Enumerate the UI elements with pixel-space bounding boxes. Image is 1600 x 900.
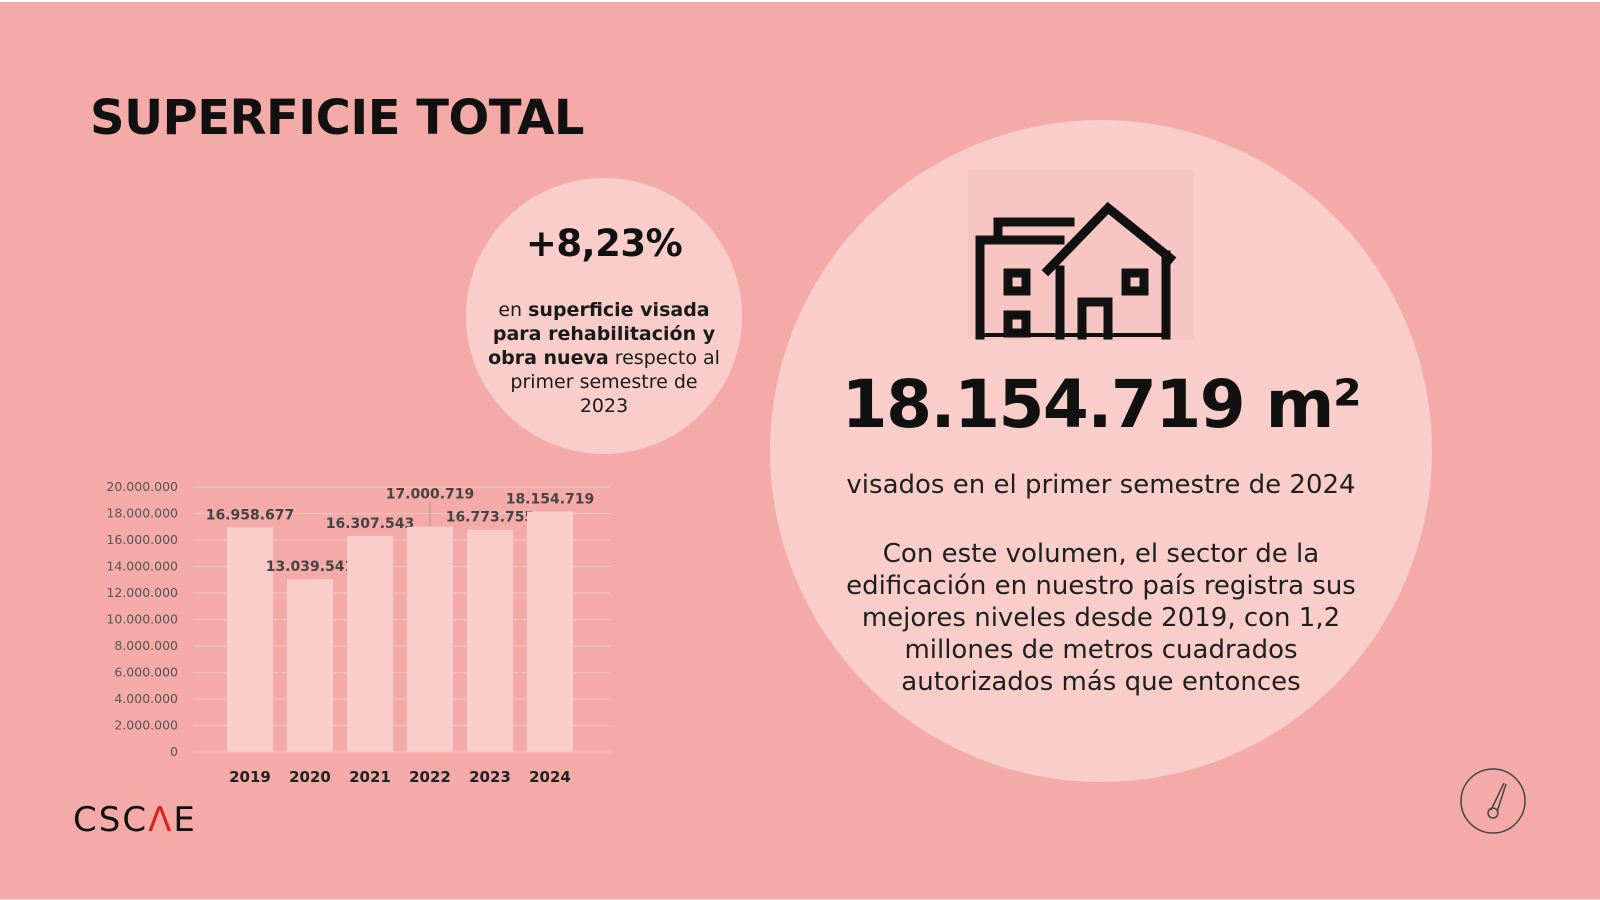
bar (227, 527, 273, 752)
bar (347, 535, 393, 752)
x-tick-label: 2020 (289, 768, 331, 786)
percent-change-description: en superficie visada para rehabilitación… (486, 298, 722, 418)
description-rest: respecto al primer semestre de 2023 (510, 347, 720, 417)
bar (527, 511, 573, 752)
bar (407, 526, 453, 752)
y-tick-label: 4.000.000 (114, 691, 178, 706)
x-tick-label: 2019 (229, 768, 271, 786)
page-title: SUPERFICIE TOTAL (90, 90, 585, 146)
y-tick-label: 0 (170, 744, 178, 759)
total-area-subtitle: visados en el primer semestre de 2024 (846, 470, 1356, 500)
total-area-circle: 18.154.719 m² visados en el primer semes… (770, 120, 1432, 782)
y-tick-label: 16.000.000 (106, 532, 178, 547)
x-tick-label: 2021 (349, 768, 391, 786)
x-tick-label: 2024 (529, 768, 571, 786)
data-label: 16.773.755 (446, 510, 535, 526)
y-tick-label: 14.000.000 (106, 559, 178, 574)
data-label: 17.000.719 (386, 487, 475, 503)
data-label: 13.039.541 (266, 559, 355, 575)
y-tick-label: 12.000.000 (106, 585, 178, 600)
description-bold: superficie visada para rehabilitación y … (488, 299, 716, 369)
y-tick-label: 6.000.000 (114, 665, 178, 680)
y-tick-label: 10.000.000 (106, 612, 178, 627)
data-label: 18.154.719 (506, 491, 595, 507)
cscae-logo: CSCΛE (73, 800, 197, 840)
total-area-paragraph: Con este volumen, el sector de la edific… (846, 539, 1356, 697)
y-tick-label: 2.000.000 (114, 718, 178, 733)
bar (287, 579, 333, 752)
description-lead: en (498, 299, 523, 321)
percent-change-value: +8,23% (525, 222, 683, 265)
bar (467, 529, 513, 752)
data-label: 16.307.543 (326, 516, 415, 532)
bar-chart: 0 2.000.000 4.000.000 6.000.000 8.000.000 10.… (106, 479, 610, 786)
data-label: 16.958.677 (206, 507, 295, 523)
total-area-value: 18.154.719 m² (841, 366, 1362, 443)
gauge-icon (1460, 768, 1526, 834)
x-tick-label: 2023 (469, 768, 511, 786)
y-tick-label: 18.000.000 (106, 506, 178, 521)
x-tick-label: 2022 (409, 768, 451, 786)
y-tick-label: 20.000.000 (106, 479, 178, 494)
percent-change-circle: +8,23% en superficie visada para rehabil… (466, 178, 742, 454)
y-tick-label: 8.000.000 (114, 638, 178, 653)
house-buildings-icon (968, 170, 1194, 340)
